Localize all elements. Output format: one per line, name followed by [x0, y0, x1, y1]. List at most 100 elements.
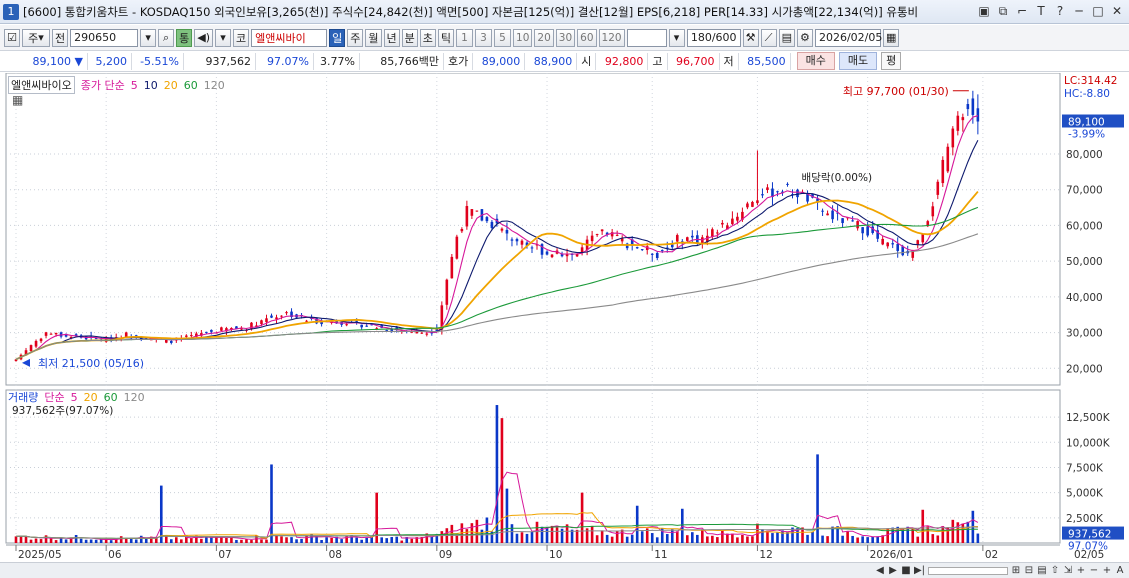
- layout-icon[interactable]: ⊟: [1024, 565, 1034, 576]
- candle-body: [640, 249, 644, 251]
- arrow-icon[interactable]: ⇧: [1050, 565, 1060, 576]
- volume-bar: [575, 529, 579, 543]
- period-yearly[interactable]: 년: [383, 28, 400, 47]
- instrument-type-select[interactable]: 주 ▾: [22, 28, 50, 47]
- average-button[interactable]: 평: [881, 52, 902, 70]
- scroll-play-icon[interactable]: ▶: [889, 565, 897, 576]
- help-icon[interactable]: ?: [1056, 4, 1064, 18]
- candle-body: [320, 321, 323, 325]
- font-icon[interactable]: T: [1037, 4, 1045, 18]
- sell-button[interactable]: 매도: [838, 52, 878, 70]
- volume-bar: [34, 538, 38, 543]
- volume-bar: [525, 533, 529, 543]
- volume-bar: [235, 539, 238, 543]
- buy-button[interactable]: 매수: [796, 52, 835, 70]
- price-volume-chart[interactable]: 20,000 30,000 40,000 50,000 60,000 70,000 80,0…: [0, 73, 1129, 562]
- prev-button[interactable]: 전: [52, 28, 69, 47]
- split-icon[interactable]: ⊞: [1011, 565, 1021, 576]
- plus-icon[interactable]: +: [1102, 565, 1112, 576]
- font-size-icon[interactable]: A: [1116, 565, 1124, 576]
- link-icon-2[interactable]: ⇲: [1063, 565, 1073, 576]
- count-input[interactable]: 180/600: [686, 28, 741, 47]
- stock-code-input[interactable]: 290650: [70, 28, 139, 47]
- date-input[interactable]: 2026/02/05: [814, 28, 883, 47]
- legend-ma5: 5: [130, 78, 138, 92]
- legend-stock-name[interactable]: 엘앤씨바이오: [8, 76, 75, 94]
- hc-label: HC:-8.80: [1064, 88, 1110, 100]
- market-button[interactable]: 통: [176, 28, 193, 47]
- search-icon[interactable]: ⌕: [158, 28, 175, 47]
- date-label: 2026/01: [870, 549, 914, 561]
- interval-dropdown-icon[interactable]: ▾: [668, 28, 685, 47]
- volume-tick-label: 7,500K: [1066, 462, 1104, 474]
- volume-bar: [200, 538, 203, 543]
- interval-5[interactable]: 5: [494, 28, 512, 47]
- scroll-track[interactable]: [928, 566, 1008, 575]
- candle-body: [871, 226, 874, 233]
- interval-3[interactable]: 3: [475, 28, 493, 47]
- volume-bar: [370, 536, 373, 543]
- period-weekly[interactable]: 주: [347, 28, 364, 47]
- volume-bar: [931, 534, 935, 543]
- candle-body: [761, 194, 764, 196]
- volume-bar: [230, 537, 233, 543]
- scroll-stop-icon[interactable]: ■: [901, 565, 911, 576]
- period-daily[interactable]: 일: [329, 28, 346, 47]
- volume-bar: [195, 535, 198, 543]
- stock-name-field[interactable]: 엘앤씨바이: [251, 28, 328, 47]
- grid-icon[interactable]: ▦: [12, 93, 24, 107]
- zoom-in-icon[interactable]: +: [1076, 565, 1086, 576]
- overlay-icon[interactable]: ▤: [1037, 565, 1047, 576]
- volume-bar: [966, 521, 970, 543]
- window-title: [6600] 통합키움차트 - KOSDAQ150 외국인보유[3,265(천)…: [23, 4, 919, 19]
- candle-body: [220, 327, 223, 331]
- custom-interval-input[interactable]: [626, 28, 667, 47]
- sound-icon[interactable]: ◀): [194, 28, 214, 47]
- interval-1[interactable]: 1: [456, 28, 474, 47]
- interval-10[interactable]: 10: [513, 28, 533, 47]
- maximize-icon[interactable]: □: [1092, 4, 1104, 18]
- candle-body: [971, 98, 975, 115]
- volume-tick-label: 10,000K: [1066, 437, 1111, 449]
- scroll-end-icon[interactable]: ▶|: [913, 565, 925, 576]
- scroll-left-icon[interactable]: ◀: [876, 565, 884, 576]
- zoom-out-icon[interactable]: −: [1089, 565, 1099, 576]
- chart-scrollbar[interactable]: ◀ ▶ ■ ▶| ⊞ ⊟ ▤ ⇧ ⇲ + − + A: [0, 562, 1129, 578]
- indicator-icon[interactable]: ⟋: [760, 28, 777, 47]
- volume-bar: [821, 535, 824, 543]
- interval-30[interactable]: 30: [555, 28, 576, 47]
- save-icon[interactable]: ▤: [778, 28, 795, 47]
- volume-bar: [325, 537, 328, 543]
- calendar-icon[interactable]: ▦: [882, 28, 900, 47]
- volume-bar: [881, 535, 884, 543]
- candle-body: [460, 229, 464, 232]
- candle-body: [435, 328, 439, 332]
- volume: 937,562: [184, 52, 256, 70]
- period-minute[interactable]: 분: [401, 28, 418, 47]
- candle-body: [916, 240, 920, 245]
- candle-body: [550, 254, 554, 258]
- link-icon[interactable]: ▣: [978, 4, 990, 18]
- tool-icon[interactable]: ⚒: [742, 28, 759, 47]
- candle-body: [360, 324, 363, 328]
- date-label: 2025/05: [18, 549, 62, 561]
- code-dropdown-icon[interactable]: ▾: [140, 28, 157, 47]
- date-value: 2026/02/05: [818, 31, 883, 44]
- period-tick[interactable]: 틱: [437, 28, 455, 47]
- close-icon[interactable]: ✕: [1111, 4, 1123, 18]
- minimize-icon[interactable]: ─: [1075, 4, 1083, 18]
- restore-icon[interactable]: ⧉: [998, 4, 1008, 18]
- period-monthly[interactable]: 월: [365, 28, 382, 47]
- interval-20[interactable]: 20: [534, 28, 554, 47]
- interval-120[interactable]: 120: [598, 28, 625, 47]
- pin-icon[interactable]: ⌐: [1016, 4, 1028, 18]
- dropdown-icon[interactable]: ▾: [215, 28, 232, 47]
- gear-icon[interactable]: ⚙: [796, 28, 813, 47]
- price-change: 5,200: [88, 52, 132, 70]
- checkbox-icon[interactable]: ☑: [4, 28, 20, 47]
- interval-60[interactable]: 60: [577, 28, 597, 47]
- candle-body: [410, 331, 414, 333]
- volume-bar: [410, 538, 414, 543]
- candle-body: [44, 332, 48, 336]
- period-second[interactable]: 초: [419, 28, 436, 47]
